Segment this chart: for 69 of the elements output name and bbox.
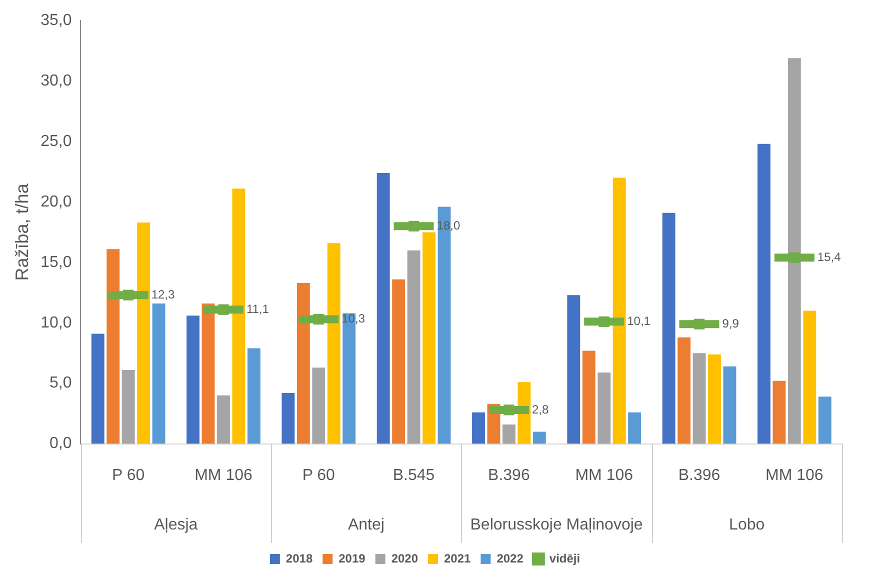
x-tick-label: MM 106 — [194, 466, 252, 484]
y-tick-label: 30,0 — [40, 72, 72, 90]
bar — [152, 304, 166, 444]
bar — [628, 412, 642, 444]
legend-label: 2021 — [444, 551, 472, 566]
data-label: 11,1 — [246, 302, 270, 316]
data-label: 15,4 — [817, 250, 842, 264]
bar — [392, 279, 406, 444]
bar — [758, 144, 770, 444]
x-tick-label: B.545 — [392, 466, 435, 484]
point — [504, 404, 514, 416]
bar — [708, 354, 721, 444]
point — [408, 220, 420, 232]
point — [598, 316, 610, 327]
data-label: 9,9 — [722, 316, 740, 330]
x-tick-label: P 60 — [112, 466, 145, 484]
bar — [407, 250, 420, 444]
bar — [692, 353, 706, 444]
bar — [217, 395, 230, 444]
bar — [803, 310, 816, 444]
point — [313, 314, 324, 325]
data-label: 10,1 — [627, 314, 651, 328]
legend-label: 2022 — [496, 551, 524, 566]
bar — [723, 366, 736, 444]
x-tick-label: P 60 — [302, 466, 336, 484]
y-tick-label: 0,0 — [49, 435, 72, 452]
y-tick-label: 5,0 — [49, 374, 72, 392]
data-label: 12,3 — [151, 287, 175, 302]
x-tick-label: B.396 — [678, 466, 720, 484]
bar — [376, 172, 390, 444]
text: Aļesja — [154, 516, 198, 534]
bar — [422, 232, 436, 444]
bar — [678, 337, 691, 444]
y-tick-label: 10,0 — [40, 314, 72, 332]
bar — [312, 368, 326, 444]
point — [218, 304, 229, 315]
bar — [818, 396, 832, 444]
text: Lobo — [729, 516, 765, 534]
bar — [582, 350, 596, 444]
legend-label: vidēji — [549, 551, 580, 566]
bar — [502, 424, 516, 444]
bar — [247, 348, 260, 444]
point — [694, 318, 705, 330]
bar — [598, 372, 611, 444]
bar — [186, 316, 200, 444]
point — [123, 290, 134, 300]
bar — [772, 380, 786, 444]
point — [789, 252, 800, 263]
text: Antej — [348, 516, 384, 534]
y-tick-label: 15,0 — [40, 254, 72, 271]
y-tick-label: 25,0 — [40, 132, 72, 150]
legend-label: 2020 — [391, 551, 418, 566]
bar — [532, 432, 546, 444]
legend-label: 2018 — [286, 551, 313, 566]
data-label: 2,8 — [532, 402, 549, 416]
x-tick-label: MM 106 — [575, 466, 634, 484]
y-axis-title: Ražība, t/ha — [12, 182, 32, 281]
bar — [282, 393, 295, 444]
x-tick-label: MM 106 — [766, 466, 824, 484]
bar — [567, 295, 580, 444]
bar — [91, 334, 104, 444]
bar — [472, 412, 485, 444]
y-tick-label: 20,0 — [40, 193, 72, 210]
x-tick-label: B.396 — [488, 466, 530, 484]
legend-label: 2019 — [338, 551, 366, 566]
text: Belorusskoje Maļinovoje — [470, 516, 643, 534]
y-tick-label: 35,0 — [40, 12, 72, 30]
bar — [662, 212, 676, 444]
bar — [122, 370, 135, 444]
